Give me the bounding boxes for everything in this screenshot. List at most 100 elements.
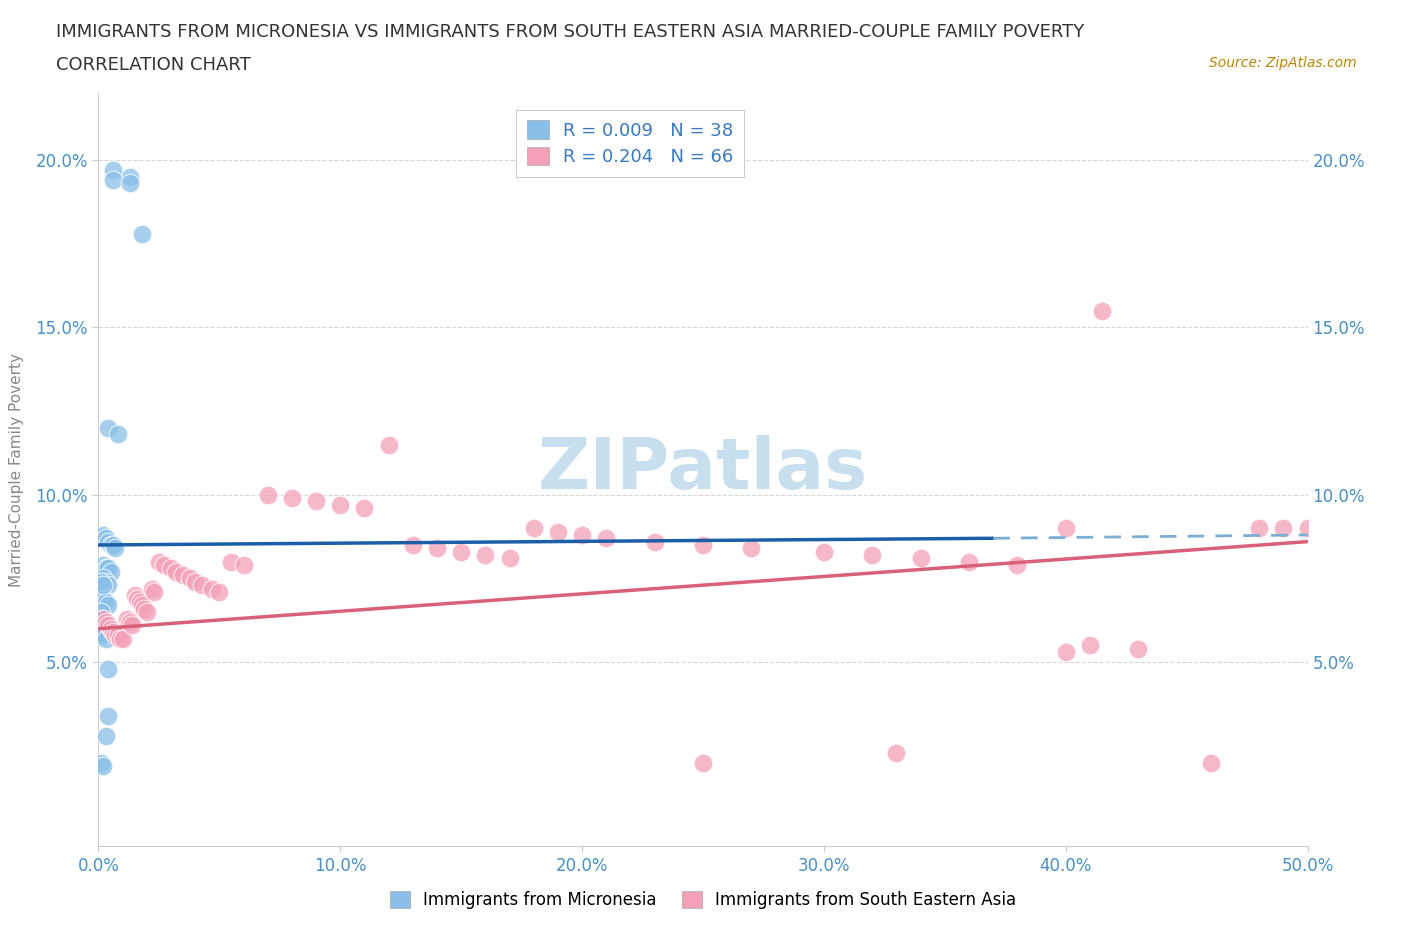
Point (90, 755, 112, 770)
Point (148, 554, 170, 569)
Point (1296, 521, 1319, 536)
Point (1272, 521, 1295, 536)
Point (305, 494, 328, 509)
Point (208, 584, 231, 599)
Point (692, 755, 714, 770)
Point (100, 621, 122, 636)
Point (1054, 644, 1077, 659)
Point (957, 554, 980, 569)
Point (131, 598, 153, 613)
Point (91, 558, 114, 573)
Point (172, 567, 194, 582)
Point (94, 531, 117, 546)
Point (97, 578, 120, 592)
Point (377, 437, 399, 452)
Point (107, 427, 129, 442)
Point (860, 548, 883, 563)
Point (135, 604, 157, 619)
Point (100, 565, 122, 579)
Point (644, 534, 666, 549)
Point (141, 581, 163, 596)
Point (184, 575, 207, 590)
Point (107, 628, 129, 643)
Point (1078, 638, 1101, 653)
Point (118, 169, 141, 184)
Point (91, 571, 114, 586)
Point (498, 551, 520, 565)
Point (523, 521, 546, 536)
Point (1054, 521, 1077, 536)
Point (571, 527, 593, 542)
Point (94, 615, 117, 630)
Point (91, 578, 114, 592)
Point (117, 611, 139, 626)
Point (91, 759, 114, 774)
Point (160, 561, 183, 576)
Text: CORRELATION CHART: CORRELATION CHART (56, 56, 252, 73)
Point (281, 491, 304, 506)
Point (595, 531, 617, 546)
Point (90, 628, 112, 643)
Point (94, 575, 117, 590)
Point (329, 498, 352, 512)
Point (101, 625, 124, 640)
Point (104, 628, 127, 643)
Point (111, 631, 134, 646)
Y-axis label: Married-Couple Family Poverty: Married-Couple Family Poverty (10, 352, 24, 587)
Point (1199, 755, 1222, 770)
Text: ZIPatlas: ZIPatlas (538, 435, 868, 504)
Point (118, 176, 141, 191)
Point (191, 578, 214, 592)
Point (1249, 521, 1271, 536)
Point (402, 538, 425, 552)
Point (97, 561, 120, 576)
Point (90, 588, 112, 603)
Point (94, 728, 117, 743)
Point (692, 538, 714, 552)
Point (547, 525, 569, 539)
Point (104, 541, 127, 556)
Point (179, 571, 201, 586)
Point (124, 588, 146, 603)
Legend: R = 0.009   N = 38, R = 0.204   N = 66: R = 0.009 N = 38, R = 0.204 N = 66 (516, 110, 744, 177)
Point (91, 625, 114, 640)
Point (143, 584, 166, 599)
Text: IMMIGRANTS FROM MICRONESIA VS IMMIGRANTS FROM SOUTH EASTERN ASIA MARRIED-COUPLE : IMMIGRANTS FROM MICRONESIA VS IMMIGRANTS… (56, 23, 1084, 41)
Point (91, 591, 114, 606)
Point (91, 527, 114, 542)
Point (90, 604, 112, 619)
Point (886, 745, 908, 760)
Point (474, 548, 496, 563)
Point (1091, 303, 1114, 318)
Point (97, 534, 120, 549)
Point (94, 631, 117, 646)
Point (108, 631, 131, 646)
Point (90, 621, 112, 636)
Point (256, 487, 278, 502)
Point (90, 575, 112, 590)
Point (813, 544, 835, 559)
Point (131, 226, 153, 241)
Point (101, 538, 124, 552)
Point (353, 500, 375, 515)
Point (426, 541, 449, 556)
Point (101, 163, 124, 178)
Point (91, 611, 114, 626)
Point (121, 618, 143, 632)
Point (201, 581, 224, 596)
Point (134, 601, 156, 616)
Point (232, 558, 254, 573)
Point (100, 538, 122, 552)
Point (97, 420, 120, 435)
Point (127, 591, 149, 606)
Point (118, 615, 141, 630)
Point (740, 541, 762, 556)
Legend: Immigrants from Micronesia, Immigrants from South Eastern Asia: Immigrants from Micronesia, Immigrants f… (381, 883, 1025, 917)
Point (165, 565, 187, 579)
Point (910, 551, 932, 565)
Point (97, 598, 120, 613)
Point (101, 173, 124, 188)
Point (450, 544, 472, 559)
Point (94, 561, 117, 576)
Point (97, 661, 120, 676)
